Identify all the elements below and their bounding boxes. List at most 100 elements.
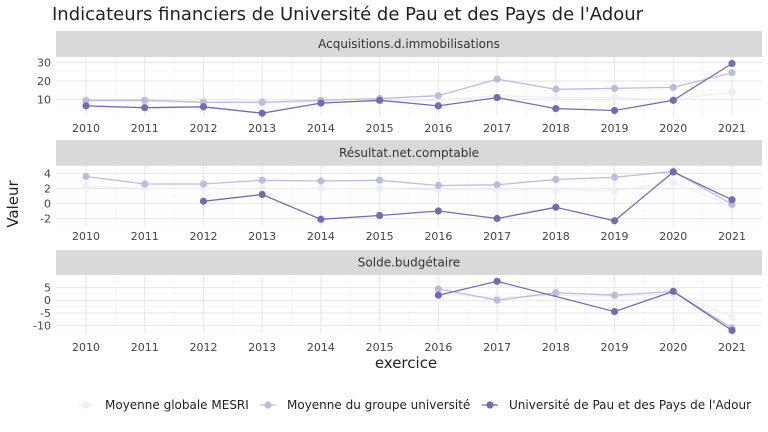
y-tick-label: -5 bbox=[40, 307, 51, 320]
data-point bbox=[493, 93, 501, 102]
x-tick-label: 2016 bbox=[424, 230, 452, 243]
x-tick-label: 2018 bbox=[542, 230, 570, 243]
x-tick-label: 2017 bbox=[483, 122, 511, 135]
facet-strip-label: Acquisitions.d.immobilisations bbox=[318, 37, 500, 51]
legend-label: Moyenne du groupe université bbox=[287, 398, 470, 412]
data-point bbox=[552, 203, 560, 211]
x-tick-label: 2018 bbox=[542, 341, 570, 354]
data-point bbox=[669, 83, 677, 92]
data-point bbox=[552, 93, 560, 102]
data-point bbox=[434, 285, 442, 293]
x-tick-label: 2019 bbox=[601, 341, 629, 354]
data-point bbox=[552, 289, 560, 297]
data-point bbox=[434, 207, 442, 215]
data-point bbox=[493, 181, 501, 189]
data-point bbox=[610, 173, 619, 181]
x-tick-label: 2016 bbox=[424, 341, 452, 354]
x-tick-label: 2013 bbox=[248, 122, 276, 135]
data-point bbox=[376, 211, 384, 220]
data-point bbox=[434, 92, 442, 100]
data-point bbox=[493, 75, 501, 83]
x-tick-label: 2021 bbox=[718, 341, 746, 354]
data-point bbox=[610, 307, 619, 316]
x-tick-label: 2014 bbox=[307, 122, 335, 135]
data-point bbox=[669, 178, 677, 187]
facet-strip bbox=[56, 250, 762, 275]
x-tick-label: 2020 bbox=[659, 230, 687, 243]
facet-panels: Acquisitions.d.immobilisations1020302010… bbox=[33, 31, 762, 354]
data-point bbox=[728, 196, 736, 204]
data-point bbox=[610, 106, 619, 115]
x-tick-label: 2012 bbox=[189, 341, 217, 354]
facet-strip-label: Solde.budgétaire bbox=[358, 256, 460, 270]
data-point bbox=[493, 277, 501, 285]
data-point bbox=[258, 190, 266, 199]
data-point bbox=[552, 85, 560, 93]
series-universite-de-pau-et-des-pays-de-l-adour bbox=[199, 168, 736, 225]
data-point bbox=[141, 180, 149, 188]
legend-key-point bbox=[264, 401, 272, 409]
x-tick-label: 2016 bbox=[424, 122, 452, 135]
series-line bbox=[203, 171, 733, 222]
series-moyenne-globale-mesri bbox=[82, 178, 736, 210]
data-point bbox=[258, 176, 266, 184]
data-point bbox=[728, 326, 736, 335]
series-universite-de-pau-et-des-pays-de-l-adour bbox=[82, 59, 736, 117]
data-point bbox=[258, 109, 266, 117]
x-tick-label: 2012 bbox=[189, 230, 217, 243]
x-tick-label: 2021 bbox=[718, 230, 746, 243]
data-point bbox=[376, 184, 384, 193]
data-point bbox=[199, 180, 208, 188]
y-axis-title: Valeur bbox=[4, 179, 22, 227]
x-tick-label: 2017 bbox=[483, 230, 511, 243]
legend: Moyenne globale MESRI Moyenne du groupe u… bbox=[78, 398, 751, 412]
x-tick-label: 2017 bbox=[483, 341, 511, 354]
x-tick-label: 2018 bbox=[542, 122, 570, 135]
panel-acquisitions-d-immobilisations: Acquisitions.d.immobilisations 10 20 30 2010… bbox=[37, 31, 762, 135]
y-tick-label: 10 bbox=[37, 93, 51, 106]
data-point bbox=[493, 214, 501, 223]
data-point bbox=[552, 175, 560, 184]
x-tick-label: 2010 bbox=[72, 341, 100, 354]
data-point bbox=[376, 96, 384, 104]
data-point bbox=[493, 296, 501, 304]
data-point bbox=[258, 98, 266, 106]
x-axis-title: exercice bbox=[375, 354, 437, 372]
y-tick-label: 2 bbox=[44, 183, 51, 196]
legend-item-moyenne-du-groupe-universite: Moyenne du groupe université bbox=[260, 398, 470, 412]
data-point bbox=[434, 102, 442, 110]
data-point bbox=[258, 184, 266, 193]
data-point bbox=[728, 88, 736, 96]
series-moyenne-du-groupe-universite bbox=[82, 69, 736, 106]
data-point bbox=[317, 184, 325, 193]
y-tick-label: 20 bbox=[37, 75, 51, 88]
facet-strip bbox=[56, 140, 762, 166]
x-tick-label: 2020 bbox=[659, 122, 687, 135]
data-point bbox=[317, 177, 325, 185]
legend-item-universite-de-pau-et-des-pays-de-l-adour: Université de Pau et des Pays de l'Adour bbox=[482, 398, 751, 412]
facet-strip-label: Résultat.net.comptable bbox=[339, 146, 479, 160]
data-point bbox=[669, 96, 677, 104]
series-line bbox=[85, 62, 733, 114]
x-tick-label: 2014 bbox=[307, 230, 335, 243]
data-point bbox=[728, 69, 736, 77]
x-tick-label: 2013 bbox=[248, 230, 276, 243]
panel-resultat-net-comptable: Résultat.net.comptable -2 0 2 4 2010 2011 2012 2… bbox=[40, 140, 762, 243]
data-point bbox=[82, 182, 90, 190]
data-point bbox=[376, 176, 384, 184]
x-tick-label: 2015 bbox=[366, 122, 394, 135]
data-point bbox=[493, 186, 501, 194]
x-tick-label: 2015 bbox=[366, 230, 394, 243]
x-tick-label: 2011 bbox=[131, 341, 159, 354]
legend-key-point bbox=[486, 401, 494, 409]
x-tick-label: 2010 bbox=[72, 230, 100, 243]
x-tick-label: 2011 bbox=[131, 230, 159, 243]
data-point bbox=[728, 59, 736, 68]
y-tick-label: -10 bbox=[33, 319, 51, 332]
y-tick-label: 0 bbox=[44, 198, 51, 211]
legend-label: Moyenne globale MESRI bbox=[105, 398, 249, 412]
data-point bbox=[610, 217, 619, 225]
series-universite-de-pau-et-des-pays-de-l-adour bbox=[434, 277, 736, 335]
x-tick-label: 2010 bbox=[72, 122, 100, 135]
